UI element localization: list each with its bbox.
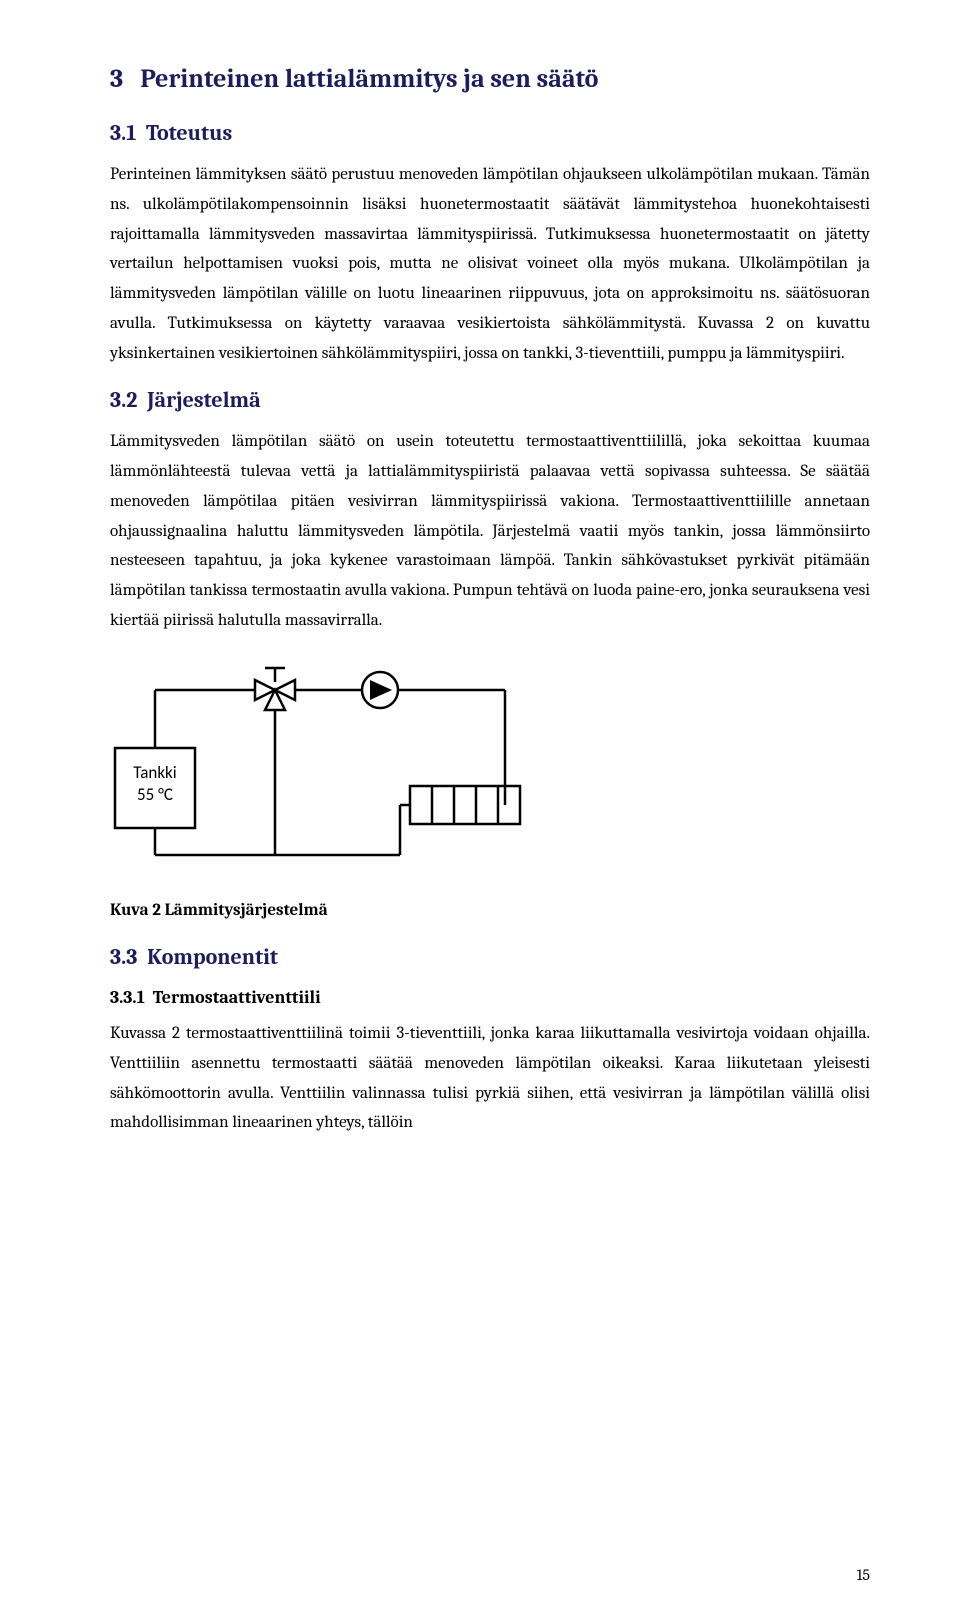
section-3-title: Perinteinen lattialämmitys ja sen säätö xyxy=(140,64,598,94)
section-3-2-title: Järjestelmä xyxy=(147,387,261,413)
tank-label-line1: Tankki xyxy=(133,762,176,783)
figure-2-diagram: Tankki 55 °C xyxy=(110,660,540,870)
section-3-2-heading: 3.2 Järjestelmä xyxy=(110,384,870,417)
section-3-1-number: 3.1 xyxy=(110,120,136,146)
figure-2-container: Tankki 55 °C xyxy=(110,660,870,924)
section-3-number: 3 xyxy=(110,64,123,94)
tank-label-line2: 55 °C xyxy=(137,784,173,805)
heating-system-diagram-svg: Tankki 55 °C xyxy=(110,660,540,870)
section-3-3-1-title: Termostaattiventtiili xyxy=(153,987,321,1008)
section-3-2-paragraph: Lämmitysveden lämpötilan säätö on usein … xyxy=(110,427,870,635)
section-3-3-1-heading: 3.3.1 Termostaattiventtiili xyxy=(110,984,870,1011)
section-3-heading: 3 Perinteinen lattialämmitys ja sen säät… xyxy=(110,60,870,99)
section-3-3-1-number: 3.3.1 xyxy=(110,987,145,1008)
section-3-1-heading: 3.1 Toteutus xyxy=(110,117,870,150)
section-3-2-number: 3.2 xyxy=(110,387,137,413)
section-3-1-paragraph: Perinteinen lämmityksen säätö perustuu m… xyxy=(110,160,870,368)
section-3-1-title: Toteutus xyxy=(146,120,232,146)
radiator-icon xyxy=(410,786,520,824)
section-3-3-1-paragraph: Kuvassa 2 termostaattiventtiilinä toimii… xyxy=(110,1019,870,1138)
section-3-3-title: Komponentit xyxy=(147,944,278,970)
section-3-3-number: 3.3 xyxy=(110,944,137,970)
page-number: 15 xyxy=(857,1563,870,1587)
figure-2-caption: Kuva 2 Lämmitysjärjestelmä xyxy=(110,898,870,924)
section-3-3-heading: 3.3 Komponentit xyxy=(110,941,870,974)
